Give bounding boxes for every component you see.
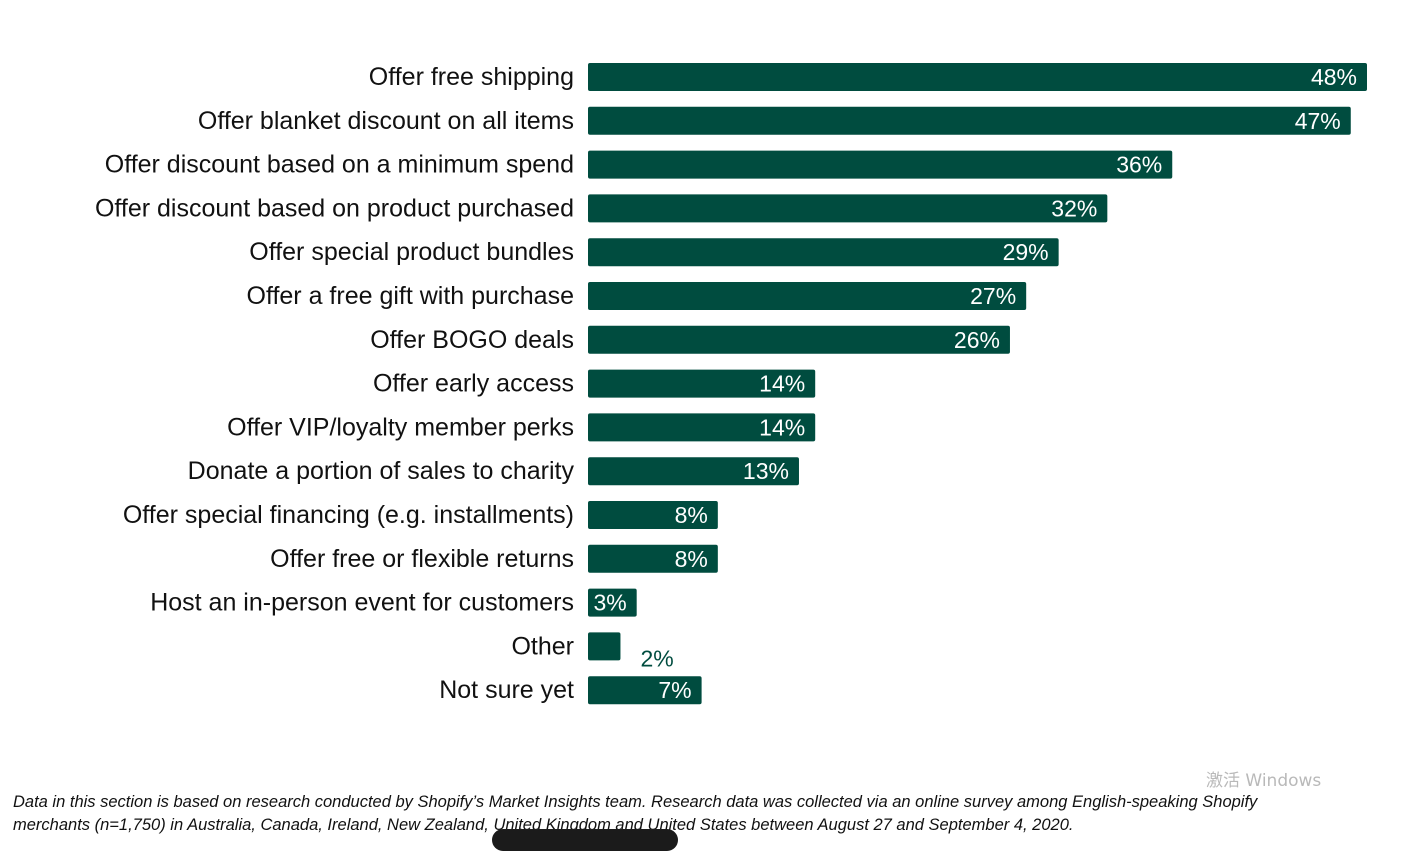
- value-label-offer-bogo-deals: 26%: [954, 327, 1000, 353]
- bar-offer-bogo-deals: [588, 325, 1010, 354]
- value-label-offer-special-financing-e-g-installments: 8%: [675, 502, 708, 528]
- home-indicator-bar: [492, 829, 678, 851]
- bar-offer-special-financing-e-g-installments: [588, 501, 718, 529]
- value-label-offer-free-or-flexible-returns: 8%: [675, 546, 708, 572]
- windows-activation-watermark: 激活 Windows: [1206, 771, 1322, 791]
- category-label-offer-special-product-bundles: Offer special product bundles: [249, 238, 574, 266]
- bar-offer-free-or-flexible-returns: [588, 544, 718, 573]
- footnote-line-2: merchants (n=1,750) in Australia, Canada…: [13, 816, 1074, 834]
- value-label-other: 2%: [640, 645, 673, 671]
- value-label-offer-discount-based-on-a-minimum-spend: 36%: [1116, 152, 1162, 178]
- footnote: Data in this section is based on researc…: [13, 791, 1393, 837]
- category-label-offer-free-shipping: Offer free shipping: [369, 63, 574, 91]
- value-label-offer-a-free-gift-with-purchase: 27%: [970, 283, 1016, 309]
- value-label-offer-vip-loyalty-member-perks: 14%: [759, 414, 805, 440]
- bar-offer-blanket-discount-on-all-items: [588, 106, 1351, 135]
- category-label-offer-special-financing-e-g-installments: Offer special financing (e.g. installmen…: [123, 501, 574, 529]
- category-label-offer-blanket-discount-on-all-items: Offer blanket discount on all items: [198, 107, 574, 135]
- category-label-offer-vip-loyalty-member-perks: Offer VIP/loyalty member perks: [227, 413, 574, 441]
- category-label-other: Other: [511, 632, 574, 660]
- value-label-offer-early-access: 14%: [759, 371, 805, 397]
- category-label-offer-free-or-flexible-returns: Offer free or flexible returns: [270, 545, 574, 573]
- bar-offer-vip-loyalty-member-perks: [588, 413, 816, 442]
- category-label-offer-bogo-deals: Offer BOGO deals: [370, 326, 574, 354]
- bar-offer-free-shipping: [588, 63, 1367, 91]
- bar-offer-a-free-gift-with-purchase: [588, 282, 1027, 310]
- value-label-not-sure-yet: 7%: [658, 677, 691, 703]
- value-label-offer-free-shipping: 48%: [1311, 64, 1357, 90]
- bar-offer-special-product-bundles: [588, 238, 1059, 267]
- value-label-host-an-in-person-event-for-customers: 3%: [593, 590, 626, 616]
- bar-other: [588, 632, 621, 661]
- bar-chart: Offer free shipping 48% Offer blanket disc…: [95, 63, 1367, 705]
- bar-offer-discount-based-on-product-purchased: [588, 194, 1108, 223]
- bar-offer-discount-based-on-a-minimum-spend: [588, 150, 1173, 179]
- category-label-not-sure-yet: Not sure yet: [439, 676, 574, 704]
- value-label-offer-special-product-bundles: 29%: [1003, 239, 1049, 265]
- footnote-line-1: Data in this section is based on researc…: [13, 793, 1258, 811]
- category-label-offer-a-free-gift-with-purchase: Offer a free gift with purchase: [247, 282, 574, 310]
- value-label-offer-discount-based-on-product-purchased: 32%: [1051, 195, 1097, 221]
- value-label-offer-blanket-discount-on-all-items: 47%: [1295, 108, 1341, 134]
- category-label-donate-a-portion-of-sales-to-charity: Donate a portion of sales to charity: [188, 457, 575, 485]
- category-label-offer-discount-based-on-product-purchased: Offer discount based on product purchase…: [95, 194, 574, 222]
- category-label-offer-discount-based-on-a-minimum-spend: Offer discount based on a minimum spend: [105, 151, 574, 179]
- category-label-host-an-in-person-event-for-customers: Host an in-person event for customers: [150, 589, 574, 617]
- bar-donate-a-portion-of-sales-to-charity: [588, 457, 799, 486]
- bar-offer-early-access: [588, 369, 816, 398]
- value-label-donate-a-portion-of-sales-to-charity: 13%: [743, 458, 789, 484]
- category-label-offer-early-access: Offer early access: [373, 370, 574, 398]
- bar-host-an-in-person-event-for-customers: [588, 588, 637, 617]
- bar-not-sure-yet: [588, 676, 702, 705]
